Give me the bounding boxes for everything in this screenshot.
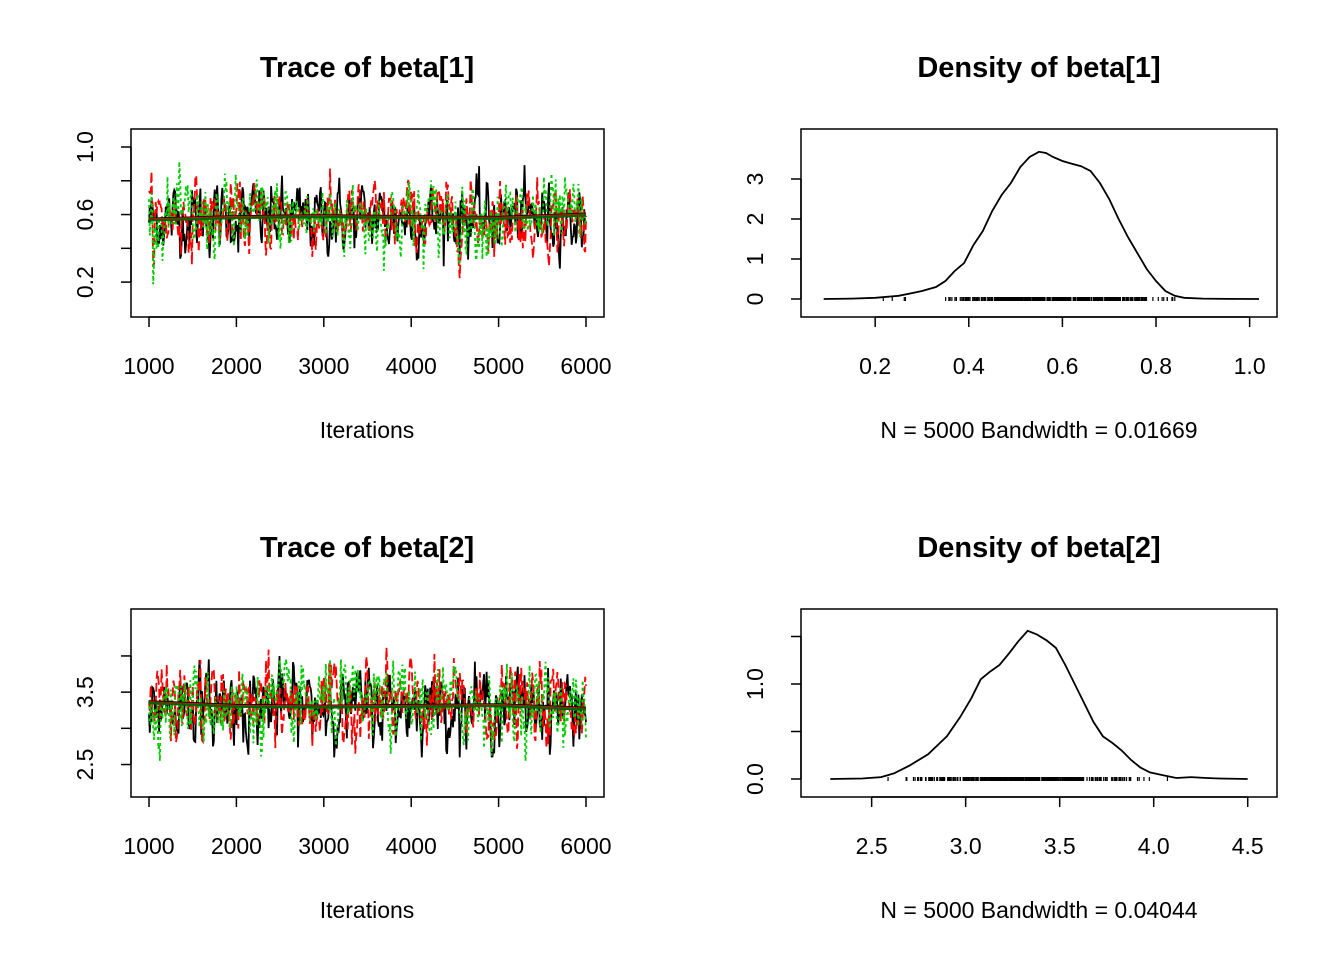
density-curve (823, 150, 1260, 300)
y-tick-label: 0 (742, 293, 768, 306)
x-tick-label: 4000 (386, 833, 437, 859)
x-tick-label: 2000 (211, 353, 262, 379)
density-curve (830, 629, 1248, 780)
x-tick-label: 6000 (560, 353, 611, 379)
panel-title: Trace of beta[2] (260, 532, 474, 564)
x-tick-label: 4.0 (1138, 833, 1170, 859)
trace-chain-2 (148, 168, 587, 279)
x-tick-label: 1000 (123, 833, 174, 859)
y-tick-label: 1 (742, 253, 768, 266)
x-tick-label: 4.5 (1232, 833, 1264, 859)
x-axis-label: Iterations (320, 897, 415, 923)
x-tick-label: 1.0 (1234, 353, 1266, 379)
y-tick-label: 1.0 (742, 668, 768, 700)
trace-smooth-line (148, 701, 587, 711)
y-tick-label: 0.0 (742, 763, 768, 795)
x-tick-label: 3000 (298, 353, 349, 379)
y-tick-label: 0.6 (72, 199, 98, 231)
x-tick-label: 0.4 (953, 353, 985, 379)
x-tick-label: 0.2 (859, 353, 891, 379)
panel-title: Density of beta[2] (917, 532, 1160, 564)
panel-4: Density of beta[2] 2.5 3.0 3.5 4.0 4.5 0.0 1.0 N… (742, 532, 1278, 923)
plot-frame (800, 608, 1278, 798)
x-tick-label: 2.5 (856, 833, 888, 859)
panel-1: Trace of beta[1] 1000 2000 3000 4000 5000 6000… (72, 52, 612, 443)
x-tick-label: 2000 (211, 833, 262, 859)
x-axis-label: N = 5000 Bandwidth = 0.01669 (880, 417, 1197, 443)
y-tick-label: 2.5 (72, 749, 98, 781)
x-tick-label: 3.0 (950, 833, 982, 859)
y-tick-label: 1.0 (72, 131, 98, 163)
x-tick-label: 1000 (123, 353, 174, 379)
x-tick-label: 0.8 (1140, 353, 1172, 379)
x-tick-label: 0.6 (1046, 353, 1078, 379)
panel-title: Trace of beta[1] (260, 52, 474, 84)
x-tick-label: 3.5 (1044, 833, 1076, 859)
x-tick-label: 6000 (560, 833, 611, 859)
x-tick-label: 4000 (386, 353, 437, 379)
panel-3: Trace of beta[2] 1000 2000 3000 4000 5000 6000… (72, 532, 612, 923)
x-axis-label: Iterations (320, 417, 415, 443)
x-tick-label: 3000 (298, 833, 349, 859)
y-tick-label: 3 (742, 173, 768, 186)
rug-marks (887, 777, 1169, 781)
y-tick-label: 0.2 (72, 266, 98, 298)
trace-chain-3 (148, 658, 587, 762)
trace-smooth-line (148, 214, 587, 222)
panel-title: Density of beta[1] (917, 52, 1160, 84)
x-axis-label: N = 5000 Bandwidth = 0.04044 (880, 897, 1197, 923)
panel-2: Density of beta[1] 0.2 0.4 0.6 0.8 1.0 0 1 2 3 N =… (742, 52, 1278, 443)
y-tick-label: 2 (742, 213, 768, 226)
rug-marks (882, 297, 1176, 301)
y-tick-label: 3.5 (72, 676, 98, 708)
x-tick-label: 5000 (473, 353, 524, 379)
plot-frame (800, 128, 1278, 318)
x-tick-label: 5000 (473, 833, 524, 859)
